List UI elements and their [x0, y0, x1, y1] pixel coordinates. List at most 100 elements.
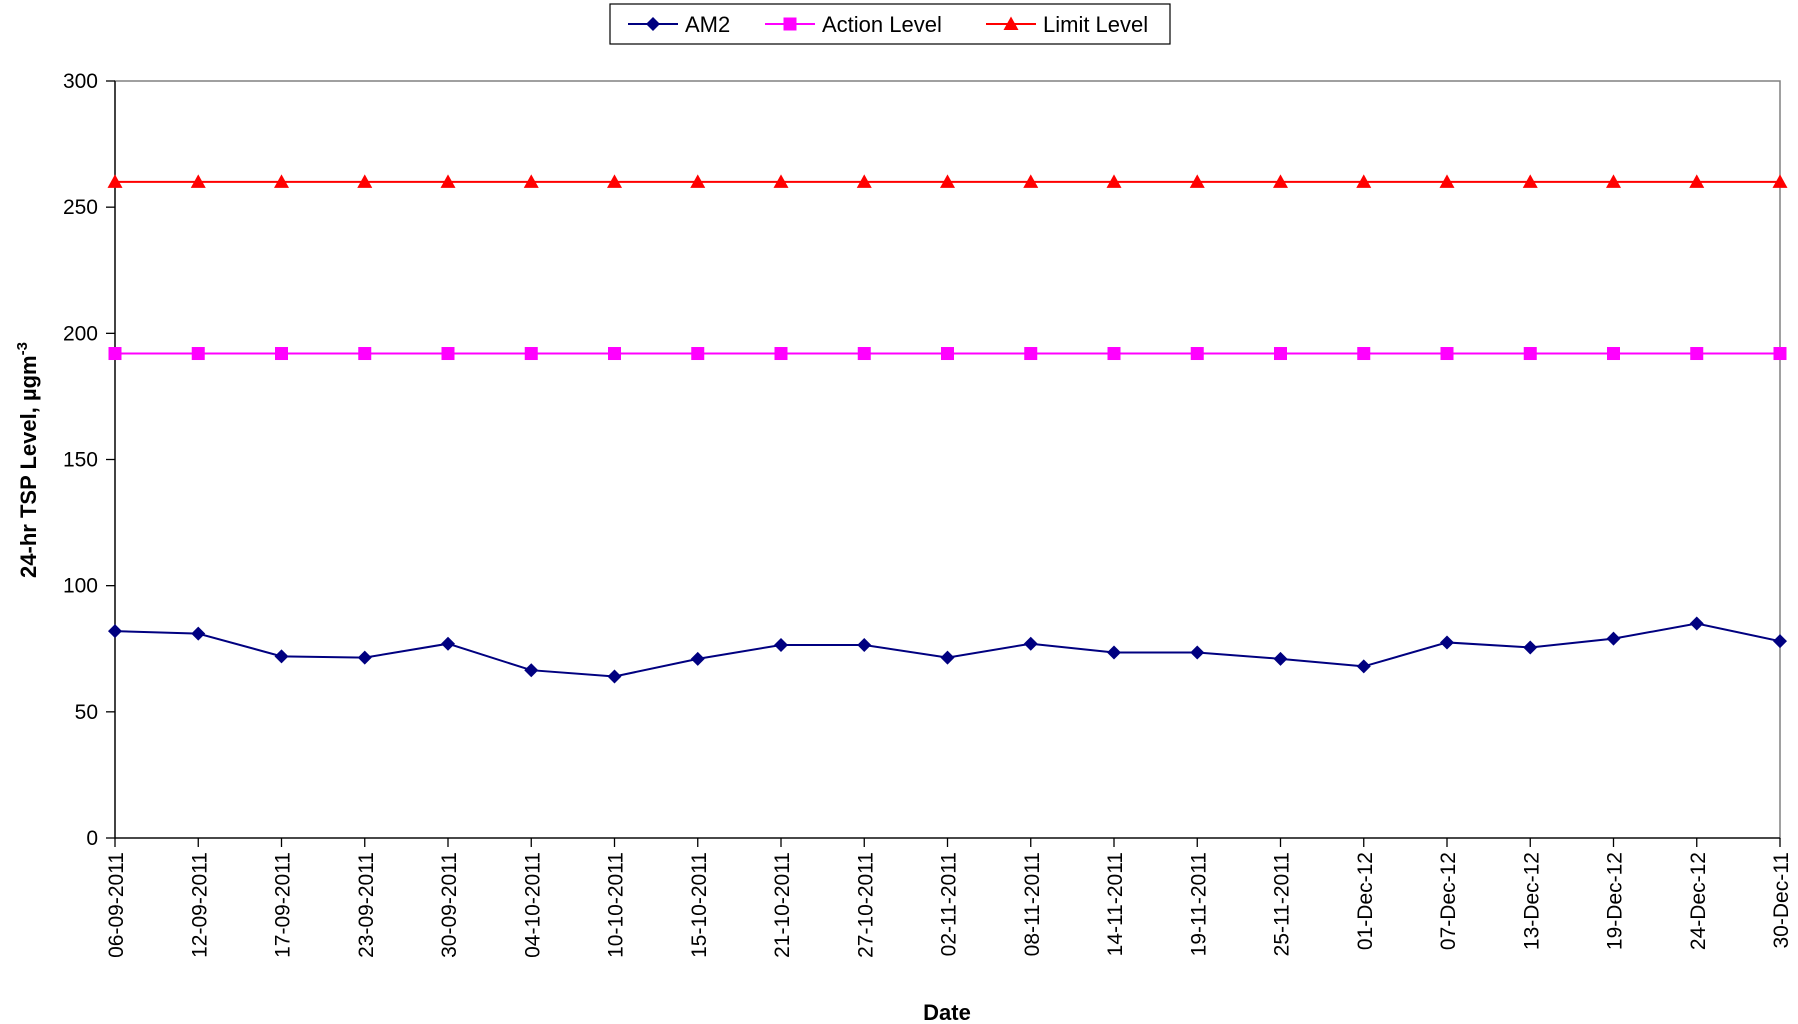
- data-point-am2: [1689, 616, 1704, 631]
- x-tick-label: 25-11-2011: [1271, 852, 1294, 956]
- data-point-action-level: [1773, 347, 1787, 361]
- data-point-action-level: [1690, 347, 1704, 361]
- x-tick-label: 19-11-2011: [1187, 852, 1210, 956]
- data-point-action-level: [774, 347, 788, 361]
- x-tick-label: 21-10-2011: [771, 852, 794, 958]
- data-point-limit-level: [607, 174, 622, 188]
- x-tick-label: 08-11-2011: [1021, 852, 1044, 956]
- data-point-limit-level: [1356, 174, 1372, 188]
- y-tick-label: 100: [63, 575, 98, 598]
- data-point-action-level: [691, 347, 705, 361]
- data-point-limit-level: [274, 174, 289, 188]
- legend: AM2 Action Level Limit Level: [609, 3, 1171, 45]
- data-point-am2: [357, 650, 372, 665]
- data-point-am2: [1107, 645, 1121, 660]
- data-point-limit-level: [1189, 174, 1205, 188]
- data-point-limit-level: [190, 174, 206, 188]
- data-point-action-level: [1190, 347, 1204, 361]
- x-tick-label: 10-10-2011: [605, 852, 628, 958]
- data-point-action-level: [1523, 347, 1537, 361]
- x-tick-label: 02-11-2011: [938, 852, 961, 956]
- y-tick-label: 250: [63, 196, 98, 219]
- legend-label-limit-level: Limit Level: [1043, 12, 1148, 37]
- data-point-am2: [1440, 635, 1454, 650]
- legend-marker-action-level: [783, 17, 797, 31]
- x-tick-label: 04-10-2011: [521, 852, 544, 958]
- series-action-level: [108, 347, 1787, 361]
- data-point-limit-level: [856, 174, 872, 188]
- x-tick-label: 24-Dec-12: [1687, 852, 1710, 950]
- x-tick-label: 17-09-2011: [272, 852, 295, 958]
- data-point-action-level: [608, 347, 621, 361]
- x-tick-label: 27-10-2011: [854, 852, 877, 958]
- y-tick-label: 0: [86, 827, 98, 850]
- y-tick-label: 300: [63, 70, 98, 93]
- data-point-limit-level: [107, 174, 123, 188]
- data-point-am2: [774, 637, 788, 652]
- x-tick-label: 12-09-2011: [188, 852, 211, 958]
- data-point-am2: [690, 651, 705, 666]
- data-point-limit-level: [523, 174, 539, 188]
- data-point-action-level: [441, 347, 455, 361]
- data-point-action-level: [941, 347, 954, 361]
- legend-items: AM2 Action Level Limit Level: [628, 12, 1148, 37]
- data-point-action-level: [275, 347, 288, 361]
- data-point-am2: [1356, 659, 1371, 674]
- data-point-am2: [108, 624, 122, 639]
- data-point-action-level: [1607, 347, 1620, 361]
- x-tick-label: 30-Dec-11: [1770, 852, 1793, 949]
- data-point-limit-level: [773, 174, 789, 188]
- x-axis-title: Date: [923, 1000, 971, 1024]
- x-tick-label: 13-Dec-12: [1520, 852, 1543, 950]
- data-point-am2: [1023, 636, 1038, 651]
- data-point-am2: [524, 663, 539, 678]
- data-point-action-level: [108, 347, 122, 361]
- y-axis-title-superscript: -3: [14, 342, 31, 355]
- x-tick-label: 30-09-2011: [438, 852, 461, 958]
- data-point-limit-level: [1772, 174, 1788, 188]
- series-limit-level: [107, 174, 1788, 188]
- data-point-am2: [1190, 645, 1205, 660]
- data-point-action-level: [1274, 347, 1287, 361]
- data-point-limit-level: [440, 174, 456, 188]
- legend-item-action-level: Action Level: [765, 12, 942, 37]
- y-tick-label: 200: [63, 322, 98, 345]
- data-point-limit-level: [1439, 174, 1455, 188]
- x-tick-label: 14-11-2011: [1104, 852, 1127, 956]
- data-point-action-level: [1357, 347, 1371, 361]
- data-point-am2: [1773, 634, 1787, 649]
- x-tick-label: 01-Dec-12: [1354, 852, 1377, 950]
- legend-marker-am2: [646, 17, 660, 31]
- data-point-am2: [940, 650, 955, 665]
- data-point-action-level: [1440, 347, 1454, 361]
- data-point-am2: [274, 649, 289, 664]
- y-tick-label: 150: [63, 449, 98, 472]
- x-tick-label: 23-09-2011: [355, 852, 378, 958]
- data-point-action-level: [191, 347, 205, 361]
- data-point-action-level: [857, 347, 871, 361]
- data-point-limit-level: [1606, 174, 1621, 188]
- legend-box: [609, 3, 1171, 45]
- data-point-limit-level: [357, 174, 373, 188]
- x-axis: 06-09-2011 12-09-2011 17-09-2011 23-09-2011…: [105, 81, 1793, 958]
- data-point-limit-level: [1273, 174, 1288, 188]
- x-tick-label: 06-09-2011: [105, 852, 128, 958]
- data-point-limit-level: [1522, 174, 1538, 188]
- series-layer: [107, 174, 1788, 684]
- data-point-limit-level: [940, 174, 955, 188]
- data-point-action-level: [1024, 347, 1038, 361]
- data-point-am2: [1273, 651, 1288, 666]
- data-point-am2: [441, 636, 455, 651]
- data-point-action-level: [524, 347, 538, 361]
- legend-item-limit-level: Limit Level: [986, 12, 1148, 37]
- y-axis-title: 24-hr TSP Level, µgm-3: [14, 342, 41, 578]
- data-point-action-level: [1107, 347, 1121, 361]
- y-axis-title-main: 24-hr TSP Level, µgm: [16, 355, 41, 578]
- x-tick-label: 19-Dec-12: [1604, 852, 1627, 950]
- x-tick-label: 15-10-2011: [688, 852, 711, 958]
- series-am2: [108, 616, 1787, 684]
- data-point-limit-level: [1023, 174, 1039, 188]
- data-point-am2: [1523, 640, 1538, 655]
- data-point-action-level: [358, 347, 372, 361]
